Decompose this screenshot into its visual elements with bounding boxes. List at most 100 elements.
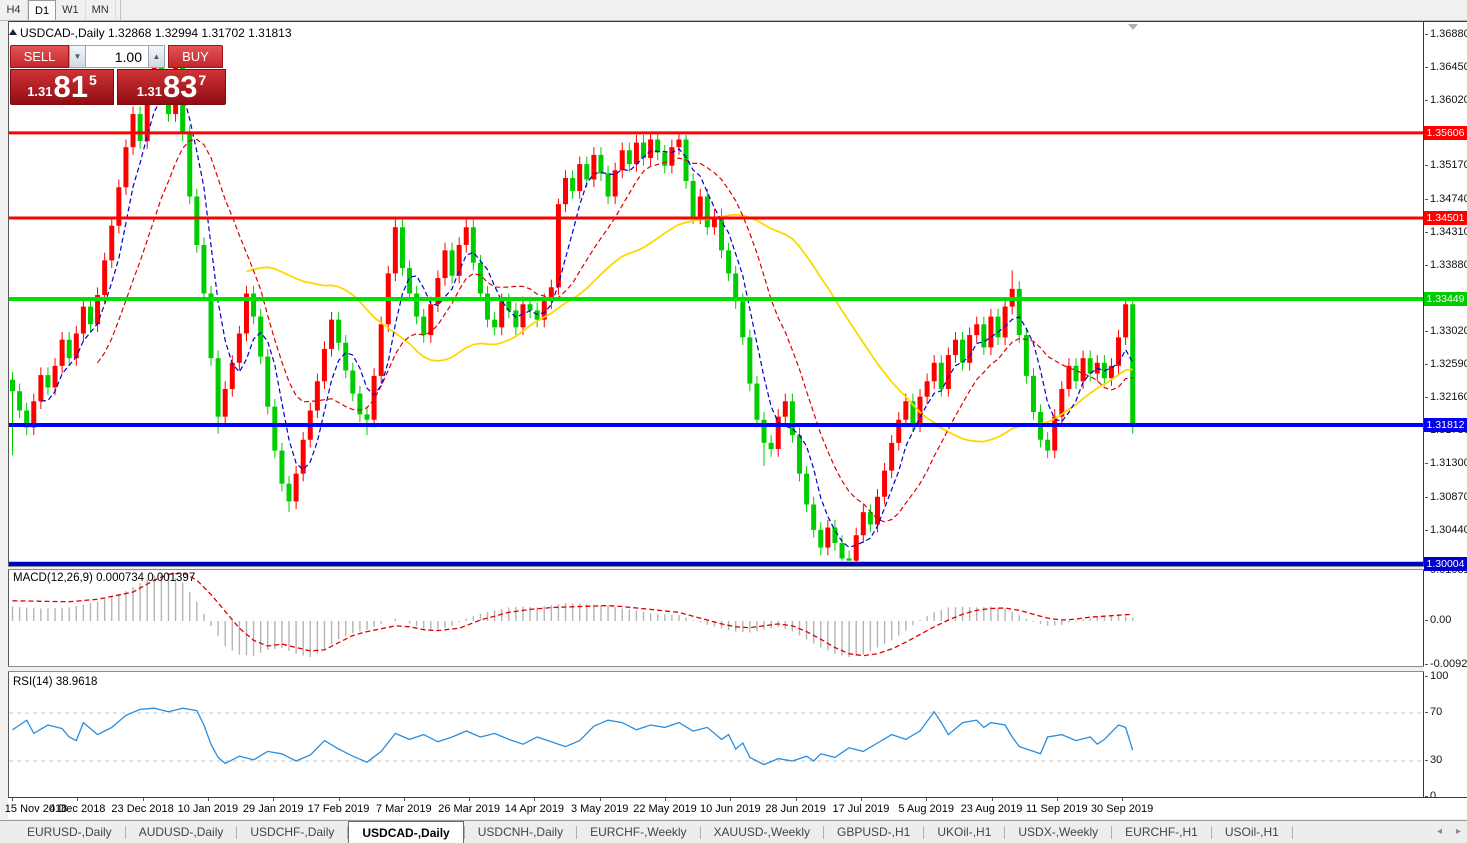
date-label: 10 Jun 2019 xyxy=(700,803,761,815)
buy-price-prefix: 1.31 xyxy=(136,84,163,99)
candle-body xyxy=(832,527,838,543)
volume-decrease-button[interactable]: ▼ xyxy=(69,45,86,68)
rsi-tick: 0 xyxy=(1424,790,1437,802)
tab-scroll-left-icon[interactable]: ◂ xyxy=(1436,826,1442,837)
candle-body xyxy=(796,435,802,474)
candle-body xyxy=(960,339,966,363)
chart-shift-marker-icon[interactable] xyxy=(1128,24,1138,30)
panel-splitter[interactable] xyxy=(8,566,1467,570)
candle-body xyxy=(52,365,58,388)
date-label: 17 Feb 2019 xyxy=(307,803,370,815)
buy-button[interactable]: BUY xyxy=(168,45,223,68)
candle-body xyxy=(59,339,65,366)
date-tick-mark xyxy=(795,798,797,801)
candle-body xyxy=(867,512,873,525)
toolbar-separator xyxy=(116,0,121,20)
volume-input[interactable] xyxy=(86,45,148,68)
chart-tab-gbpusd-h1[interactable]: GBPUSD-,H1 xyxy=(837,825,911,839)
chart-tab-eurchf-weekly[interactable]: EURCHF-,Weekly xyxy=(590,825,687,839)
candle-body xyxy=(548,287,554,302)
candle-body xyxy=(775,416,781,450)
candle-body xyxy=(648,139,654,158)
chart-tab-audusd-daily[interactable]: AUDUSD-,Daily xyxy=(138,825,224,839)
macd-panel[interactable] xyxy=(9,570,1423,666)
volume-increase-button[interactable]: ▲ xyxy=(148,45,165,68)
candle-body xyxy=(343,342,349,371)
candle-body xyxy=(988,316,994,348)
candle-body xyxy=(144,90,150,142)
candle-body xyxy=(846,558,852,561)
timeframe-button-mn[interactable]: MN xyxy=(86,0,116,20)
candle-body xyxy=(10,379,15,392)
date-label: 23 Aug 2019 xyxy=(960,803,1023,815)
tab-separator xyxy=(463,825,465,839)
date-tick-mark xyxy=(469,798,471,801)
candle-body xyxy=(669,147,675,166)
candle-body xyxy=(463,227,469,245)
date-label: 28 Jun 2019 xyxy=(765,803,826,815)
chart-tab-usoil-h1[interactable]: USOil-,H1 xyxy=(1224,825,1279,839)
candle-body xyxy=(839,542,845,559)
chart-tab-ukoil-h1[interactable]: UKOil-,H1 xyxy=(937,825,992,839)
candle-body xyxy=(804,473,810,505)
candle-body xyxy=(236,333,242,363)
candle-body xyxy=(272,406,278,451)
chart-tab-usdcnh-daily[interactable]: USDCNH-,Daily xyxy=(477,825,564,839)
candle-body xyxy=(1052,416,1058,451)
collapse-arrow-icon[interactable] xyxy=(9,29,17,35)
chart-tab-usdcad-daily[interactable]: USDCAD-,Daily xyxy=(348,821,464,843)
tab-scroll-right-icon[interactable]: ▸ xyxy=(1455,826,1461,837)
rsi-tick: 30 xyxy=(1424,754,1443,766)
candle-body xyxy=(1045,439,1051,451)
sell-button[interactable]: SELL xyxy=(10,45,69,68)
candle-body xyxy=(421,316,427,336)
timeframe-button-d1[interactable]: D1 xyxy=(28,0,57,20)
sell-price-panel[interactable]: 1.31 81 5 xyxy=(10,69,114,105)
price-tick: 1.33880 xyxy=(1425,259,1467,271)
candle-body xyxy=(477,262,483,294)
candle-body xyxy=(364,414,370,420)
macd-label: MACD(12,26,9) 0.000734 0.001397 xyxy=(13,572,196,584)
chart-title: USDCAD-,Daily 1.32868 1.32994 1.31702 1.… xyxy=(20,26,292,40)
chart-tab-usdx-weekly[interactable]: USDX-,Weekly xyxy=(1018,825,1099,839)
date-label: 29 Jan 2019 xyxy=(242,803,304,815)
buy-price-panel[interactable]: 1.31 83 7 xyxy=(117,69,226,105)
timeframe-button-w1[interactable]: W1 xyxy=(56,0,86,20)
date-tick-mark xyxy=(730,798,732,801)
candle-body xyxy=(1123,304,1129,338)
chart-tab-xauusd-weekly[interactable]: XAUUSD-,Weekly xyxy=(713,825,810,839)
chart-tab-usdchf-daily[interactable]: USDCHF-,Daily xyxy=(250,825,335,839)
candle-body xyxy=(243,293,249,334)
buy-price-pip: 7 xyxy=(198,72,207,88)
candle-body xyxy=(1002,306,1008,338)
price-tick: 1.34740 xyxy=(1425,193,1467,205)
tab-separator xyxy=(823,825,824,839)
timeframe-button-h4[interactable]: H4 xyxy=(0,0,28,20)
panel-splitter[interactable] xyxy=(8,666,1467,672)
candle-body xyxy=(499,301,505,328)
candle-body xyxy=(31,401,37,428)
chart-tab-eurchf-h1[interactable]: EURCHF-,H1 xyxy=(1125,825,1198,839)
candle-body xyxy=(782,401,788,417)
price-tick: 1.36450 xyxy=(1425,61,1467,73)
tab-separator xyxy=(124,825,126,839)
tab-separator xyxy=(699,825,701,839)
price-scale[interactable]: 1.36880 1.36450 1.36020 1.35170 1.34740 1.343… xyxy=(1424,22,1467,802)
candle-body xyxy=(910,401,916,425)
price-chart[interactable] xyxy=(9,22,1423,566)
date-axis[interactable]: 15 Nov 2018 4 Dec 2018 23 Dec 2018 10 Jan 2… xyxy=(5,797,1467,819)
rsi-tick: 100 xyxy=(1424,670,1449,682)
chart-tab-eurusd-daily[interactable]: EURUSD-,Daily xyxy=(27,825,112,839)
candle-body xyxy=(726,250,732,274)
candle-body xyxy=(251,293,257,317)
tab-separator xyxy=(347,825,349,839)
candle-body xyxy=(704,196,710,228)
date-label: 10 Jan 2019 xyxy=(177,803,239,815)
tab-separator xyxy=(1291,825,1293,839)
candle-body xyxy=(633,142,639,165)
candle-body xyxy=(619,150,625,171)
date-tick-mark xyxy=(599,798,601,801)
candle-body xyxy=(95,295,101,325)
rsi-panel[interactable] xyxy=(9,672,1423,797)
date-tick-mark xyxy=(1056,798,1058,801)
